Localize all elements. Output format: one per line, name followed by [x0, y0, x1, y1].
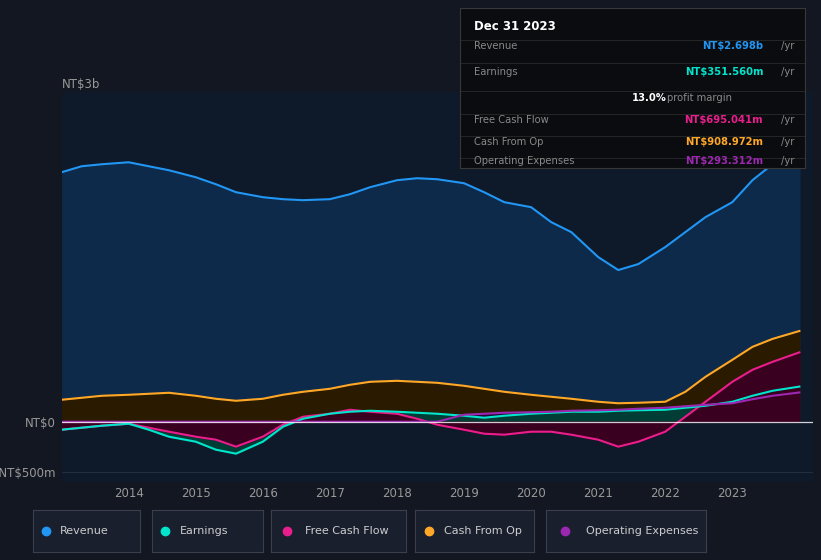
Text: NT$351.560m: NT$351.560m: [685, 67, 764, 77]
Text: /yr: /yr: [781, 41, 794, 52]
Text: NT$2.698b: NT$2.698b: [702, 41, 764, 52]
Text: Operating Expenses: Operating Expenses: [586, 526, 699, 535]
Text: Dec 31 2023: Dec 31 2023: [474, 20, 555, 32]
Text: Earnings: Earnings: [474, 67, 517, 77]
Text: Free Cash Flow: Free Cash Flow: [474, 115, 548, 125]
Text: 13.0%: 13.0%: [632, 92, 667, 102]
Text: Cash From Op: Cash From Op: [474, 137, 543, 147]
Text: Earnings: Earnings: [180, 526, 228, 535]
Text: NT$3b: NT$3b: [62, 78, 100, 91]
Text: NT$293.312m: NT$293.312m: [685, 156, 764, 166]
Text: Revenue: Revenue: [60, 526, 108, 535]
Text: Free Cash Flow: Free Cash Flow: [305, 526, 388, 535]
Text: Cash From Op: Cash From Op: [444, 526, 522, 535]
Text: /yr: /yr: [781, 137, 794, 147]
Text: /yr: /yr: [781, 67, 794, 77]
Text: /yr: /yr: [781, 115, 794, 125]
Text: NT$695.041m: NT$695.041m: [685, 115, 764, 125]
Text: Revenue: Revenue: [474, 41, 517, 52]
Text: /yr: /yr: [781, 156, 794, 166]
Text: Operating Expenses: Operating Expenses: [474, 156, 574, 166]
Text: profit margin: profit margin: [667, 92, 732, 102]
Text: NT$908.972m: NT$908.972m: [686, 137, 764, 147]
